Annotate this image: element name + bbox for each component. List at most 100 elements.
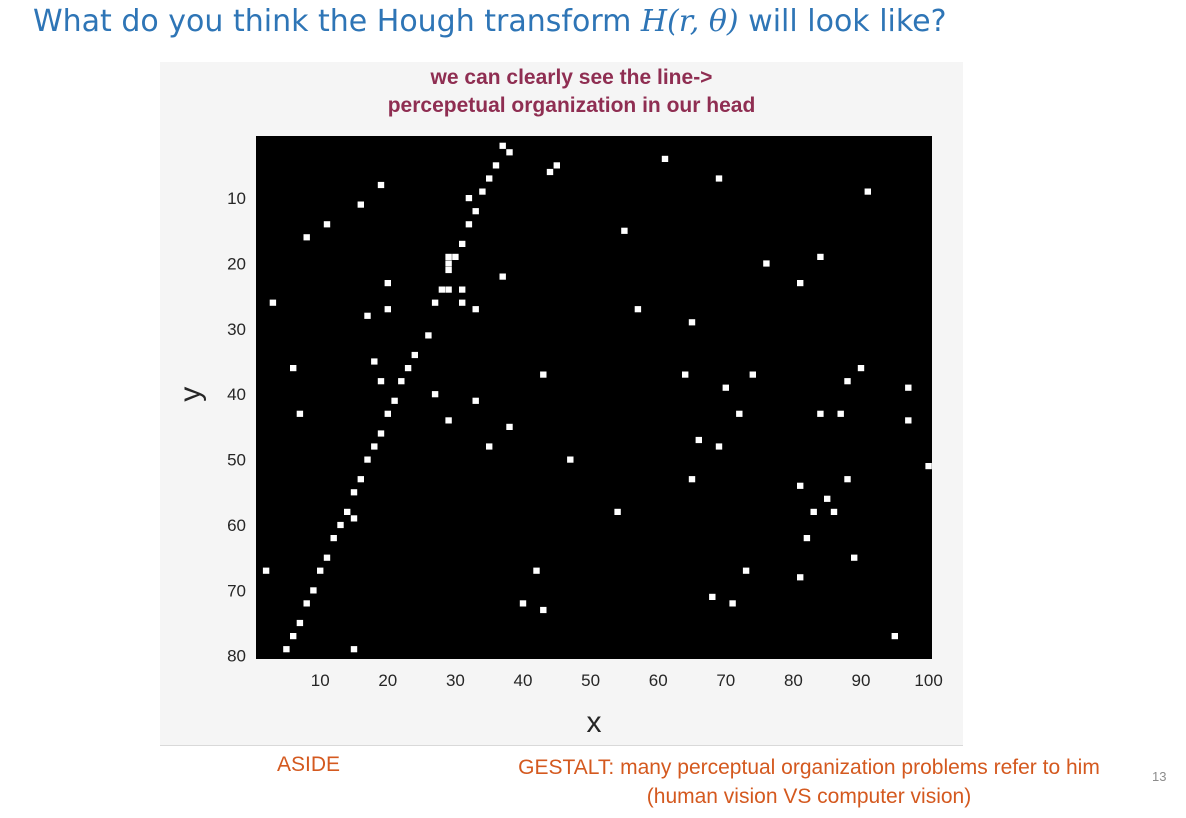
data-point bbox=[851, 554, 858, 561]
data-point bbox=[377, 430, 385, 437]
data-point bbox=[830, 508, 838, 515]
y-axis-label: y bbox=[174, 387, 207, 402]
data-point bbox=[661, 155, 669, 162]
y-tick-label: 40 bbox=[227, 385, 246, 404]
data-point bbox=[452, 253, 459, 260]
data-point bbox=[377, 181, 385, 189]
data-point bbox=[864, 188, 871, 195]
data-point bbox=[350, 515, 358, 522]
data-point bbox=[533, 567, 540, 574]
data-point bbox=[357, 201, 364, 208]
data-point bbox=[296, 619, 304, 627]
data-point bbox=[296, 410, 304, 417]
data-point bbox=[817, 410, 824, 417]
data-point bbox=[371, 443, 378, 450]
data-point bbox=[438, 286, 446, 293]
data-point bbox=[634, 306, 642, 313]
data-point bbox=[445, 286, 452, 293]
data-point bbox=[682, 371, 689, 378]
data-point bbox=[749, 371, 756, 378]
slide-title-suffix: will look like? bbox=[738, 4, 947, 39]
data-point bbox=[445, 417, 452, 424]
y-tick-label: 80 bbox=[227, 647, 246, 666]
data-point bbox=[905, 384, 912, 391]
x-tick-label: 70 bbox=[716, 671, 735, 690]
data-point bbox=[817, 253, 824, 260]
chart-title-line-2: percepetual organization in our head bbox=[387, 94, 756, 117]
x-tick-label: 40 bbox=[514, 671, 533, 690]
y-tick-label: 50 bbox=[227, 451, 246, 470]
data-point bbox=[688, 476, 696, 483]
data-point bbox=[262, 567, 270, 574]
x-tick-label: 80 bbox=[784, 671, 803, 690]
x-axis-label: x bbox=[587, 706, 602, 739]
slide-title: What do you think the Hough transform H(… bbox=[33, 4, 947, 39]
data-point bbox=[364, 312, 371, 319]
data-point bbox=[472, 397, 479, 404]
data-point bbox=[810, 508, 817, 515]
x-tick-labels: 10 20 30 40 50 60 70 80 90 100 bbox=[311, 671, 943, 690]
gestalt-note: GESTALT: many perceptual organization pr… bbox=[470, 753, 1148, 811]
page-number: 13 bbox=[1152, 769, 1167, 784]
data-point bbox=[614, 508, 621, 515]
chart-title-line-1: we can clearly see the line-> bbox=[430, 66, 713, 89]
data-point bbox=[317, 567, 324, 574]
data-point bbox=[357, 476, 364, 483]
data-point bbox=[384, 410, 391, 417]
data-point bbox=[344, 508, 351, 515]
x-tick-label: 20 bbox=[378, 671, 397, 690]
data-point bbox=[465, 221, 473, 228]
data-point bbox=[371, 358, 378, 365]
data-point bbox=[445, 253, 452, 260]
data-point bbox=[715, 443, 723, 450]
y-tick-labels: 10 20 30 40 50 60 70 80 bbox=[227, 189, 246, 666]
gestalt-note-line-1: GESTALT: many perceptual organization pr… bbox=[518, 756, 1100, 779]
data-point bbox=[337, 521, 344, 529]
data-point bbox=[486, 175, 493, 182]
slide-title-math: H(r, θ) bbox=[640, 4, 739, 39]
data-point bbox=[323, 554, 331, 561]
x-tick-label: 10 bbox=[311, 671, 330, 690]
x-tick-label: 30 bbox=[446, 671, 465, 690]
gestalt-note-line-2: (human vision VS computer vision) bbox=[646, 785, 972, 808]
data-point bbox=[891, 633, 898, 640]
data-point bbox=[411, 351, 418, 359]
data-point bbox=[431, 391, 439, 398]
data-point bbox=[330, 535, 337, 542]
data-point bbox=[472, 208, 479, 215]
data-point bbox=[519, 600, 527, 607]
points-layer bbox=[262, 142, 932, 653]
data-point bbox=[384, 280, 391, 287]
data-point bbox=[303, 600, 310, 607]
data-point bbox=[540, 606, 547, 614]
data-point bbox=[283, 646, 290, 653]
data-point bbox=[350, 646, 358, 653]
data-point bbox=[492, 162, 500, 169]
data-point bbox=[742, 567, 750, 574]
data-point bbox=[425, 332, 432, 339]
data-point bbox=[290, 365, 297, 372]
data-point bbox=[553, 162, 560, 169]
data-point bbox=[715, 175, 723, 182]
data-point bbox=[506, 423, 513, 430]
y-tick-label: 30 bbox=[227, 320, 246, 339]
data-point bbox=[824, 495, 831, 502]
data-point bbox=[546, 168, 554, 176]
data-point bbox=[377, 378, 385, 385]
data-point bbox=[303, 234, 310, 241]
data-point bbox=[736, 410, 743, 417]
data-point bbox=[540, 371, 547, 378]
data-point bbox=[837, 410, 844, 417]
y-tick-label: 70 bbox=[227, 581, 246, 600]
data-point bbox=[459, 286, 466, 293]
data-point bbox=[486, 443, 493, 450]
data-point bbox=[445, 266, 452, 274]
y-tick-label: 60 bbox=[227, 516, 246, 535]
data-point bbox=[803, 535, 811, 542]
figure-divider bbox=[160, 745, 963, 746]
data-point bbox=[567, 456, 574, 463]
data-point bbox=[459, 299, 466, 306]
x-tick-label: 100 bbox=[914, 671, 942, 690]
y-tick-label: 20 bbox=[227, 254, 246, 273]
